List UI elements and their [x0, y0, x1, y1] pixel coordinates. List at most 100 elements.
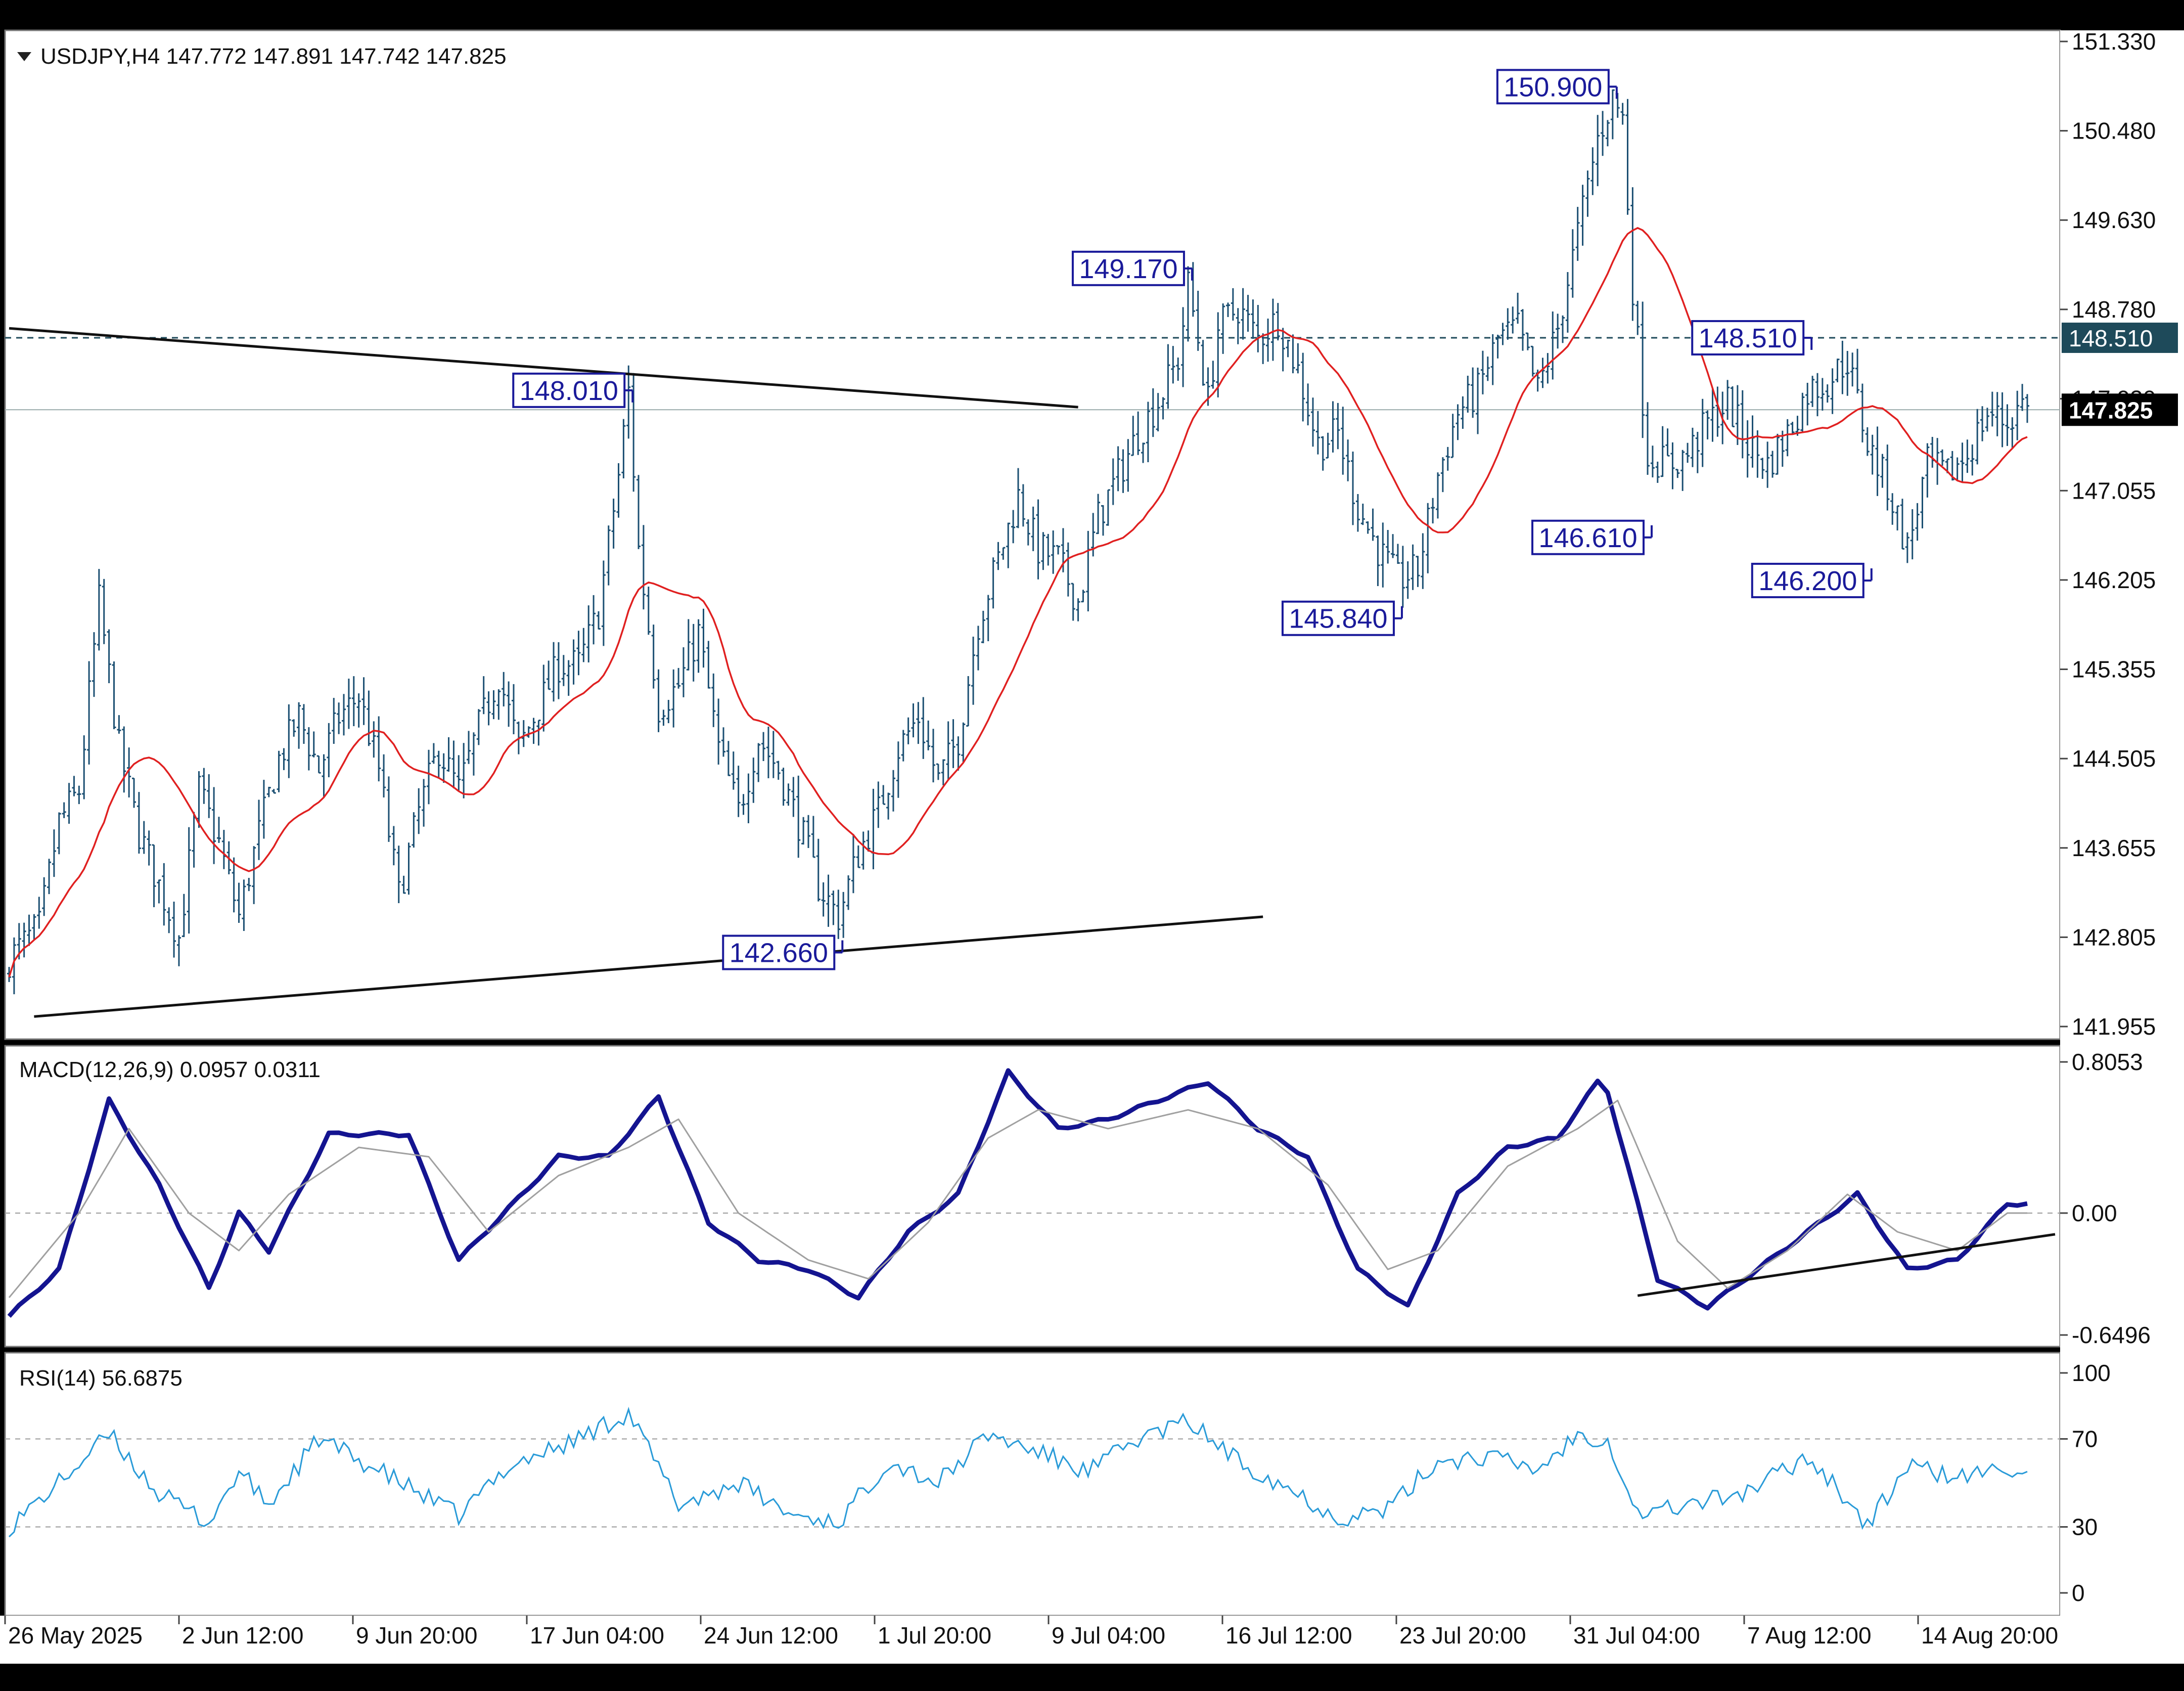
- trendline[interactable]: [9, 327, 1078, 409]
- ohlc-bar: [1725, 380, 1730, 420]
- ohlc-bar: [122, 726, 126, 793]
- date-tick-label: 9 Jun 20:00: [356, 1622, 477, 1649]
- ohlc-bar: [936, 763, 940, 780]
- ohlc-bar: [1885, 444, 1890, 511]
- ohlc-bar: [941, 759, 945, 785]
- ohlc-bar: [282, 748, 286, 770]
- ohlc-bar: [1276, 303, 1280, 341]
- ohlc-bar: [1790, 422, 1795, 435]
- ohlc-bar: [271, 789, 276, 794]
- ohlc-bar: [147, 830, 151, 866]
- ohlc-bar: [502, 672, 506, 706]
- ohlc-bar: [62, 802, 66, 818]
- ohlc-bar: [592, 595, 596, 645]
- ohlc-bar: [42, 877, 47, 916]
- ohlc-bar: [247, 878, 251, 892]
- ohlc-bar: [1031, 506, 1035, 551]
- ohlc-bar: [756, 743, 761, 782]
- ohlc-bar: [382, 754, 386, 797]
- ohlc-bar: [1051, 530, 1056, 574]
- ohlc-bar: [596, 611, 601, 630]
- date-tick-label: 24 Jun 12:00: [704, 1622, 838, 1649]
- ohlc-bar: [1810, 376, 1815, 407]
- ohlc-bar: [2025, 394, 2029, 423]
- ohlc-bar: [237, 882, 241, 923]
- ohlc-bar: [446, 737, 451, 772]
- ohlc-bar: [1371, 508, 1375, 541]
- price-annotation: 145.840: [1281, 600, 1403, 636]
- ohlc-bar: [1151, 388, 1155, 437]
- ohlc-bar: [991, 557, 995, 609]
- trendline[interactable]: [34, 915, 1263, 1018]
- ohlc-bar: [1960, 442, 1965, 482]
- ohlc-bar: [536, 720, 541, 746]
- ohlc-bar: [117, 715, 121, 734]
- ohlc-bar: [1665, 428, 1670, 457]
- ohlc-bar: [966, 676, 971, 727]
- ohlc-bar: [1236, 308, 1240, 344]
- ohlc-bar: [1805, 382, 1810, 426]
- ohlc-bar: [1630, 187, 1635, 321]
- ohlc-bar: [1985, 408, 1989, 432]
- ohlc-bar: [771, 731, 776, 778]
- date-tick-label: 9 Jul 04:00: [1052, 1622, 1165, 1649]
- ohlc-bar: [1281, 328, 1285, 372]
- ohlc-bar: [911, 703, 916, 738]
- ohlc-bar: [167, 907, 171, 933]
- ohlc-bar: [27, 914, 31, 946]
- ohlc-bar: [1556, 314, 1560, 349]
- ohlc-bar: [1590, 147, 1595, 195]
- ohlc-bar: [451, 740, 456, 789]
- ohlc-bar: [1610, 89, 1615, 140]
- ohlc-bar: [721, 727, 726, 757]
- ohlc-bar: [232, 857, 236, 913]
- ohlc-bar: [586, 605, 591, 662]
- ohlc-bar: [971, 637, 976, 705]
- ohlc-bar: [736, 766, 741, 817]
- ohlc-bar: [661, 709, 666, 726]
- ohlc-bar: [776, 761, 781, 780]
- ohlc-bar: [1006, 522, 1011, 568]
- ohlc-bar: [377, 716, 381, 782]
- ohlc-bar: [566, 660, 571, 696]
- ohlc-bar: [1181, 307, 1186, 387]
- ohlc-bar: [606, 525, 611, 586]
- menu-triangle-icon[interactable]: [17, 52, 31, 61]
- svg-text:148.010: 148.010: [520, 376, 618, 406]
- ohlc-bar: [1326, 432, 1330, 459]
- ohlc-bar: [391, 826, 396, 866]
- ohlc-bar: [2020, 384, 2025, 411]
- ohlc-bar: [417, 788, 421, 834]
- svg-text:142.660: 142.660: [730, 938, 828, 968]
- ohlc-bar: [981, 610, 985, 644]
- ohlc-bar: [1940, 449, 1945, 466]
- ohlc-bar: [1016, 468, 1020, 528]
- macd-tick-label: 0.8053: [2072, 1049, 2143, 1075]
- macd-trendline[interactable]: [1637, 1233, 2056, 1297]
- ohlc-bar: [157, 879, 161, 904]
- ohlc-bar: [861, 831, 866, 870]
- ohlc-bar: [301, 704, 306, 744]
- ohlc-bar: [1485, 357, 1490, 381]
- ohlc-bar: [646, 586, 651, 635]
- macd-title: MACD(12,26,9) 0.0957 0.0311: [19, 1057, 321, 1082]
- ohlc-bar: [181, 894, 186, 938]
- ohlc-bar: [1211, 361, 1215, 389]
- price-tick-label: 147.055: [2072, 477, 2156, 504]
- ohlc-bar: [287, 704, 291, 778]
- ohlc-bar: [731, 751, 736, 790]
- ohlc-bar: [786, 783, 791, 806]
- ohlc-bar: [891, 770, 895, 812]
- ohlc-bar: [127, 747, 131, 798]
- ohlc-bar: [1506, 308, 1510, 340]
- ohlc-bar: [102, 579, 106, 644]
- date-tick-label: 14 Aug 20:00: [1921, 1622, 2058, 1649]
- ohlc-bar: [1270, 298, 1275, 361]
- ohlc-bar: [1126, 439, 1130, 492]
- ohlc-bar: [1056, 545, 1061, 555]
- ohlc-bar: [342, 694, 346, 736]
- ohlc-bar: [1266, 319, 1270, 362]
- date-axis-area: [0, 1616, 2184, 1664]
- ohlc-bar: [441, 753, 446, 783]
- ohlc-bar: [1156, 393, 1160, 432]
